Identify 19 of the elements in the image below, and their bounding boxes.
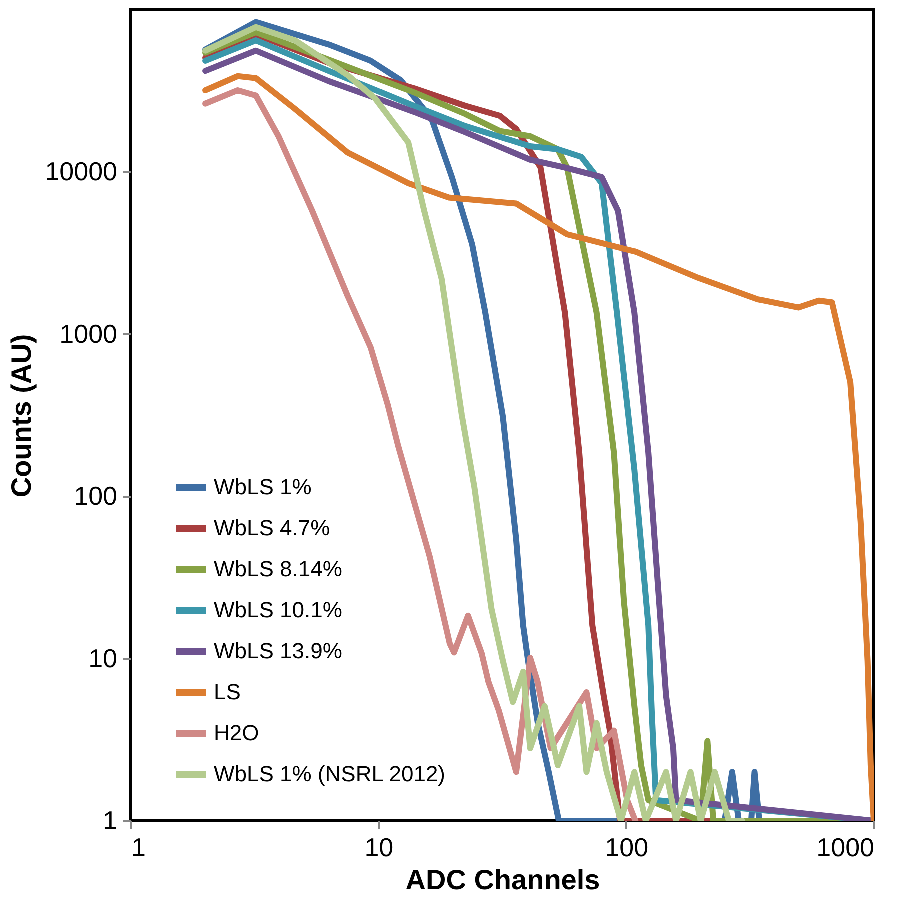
y-tick-label: 1000 [60, 318, 118, 349]
x-tick-label: 1000 [816, 832, 874, 862]
y-tick-label: 10 [88, 643, 118, 674]
legend-label: WbLS 10.1% [214, 598, 342, 622]
y-axis-title: Counts (AU) [6, 334, 38, 498]
x-axis-title: ADC Channels [406, 864, 600, 896]
y-tick-label: 1 [103, 806, 118, 836]
legend-label: H2O [214, 720, 260, 746]
legend-label: WbLS 13.9% [214, 638, 342, 664]
legend-label: WbLS 1% (NSRL 2012) [214, 762, 446, 786]
y-tick-label: 10000 [45, 156, 118, 187]
legend-label: WbLS 4.7% [214, 516, 330, 540]
x-tick-label: 100 [605, 832, 649, 862]
x-tick-label: 10 [364, 832, 394, 862]
legend-label: WbLS 8.14% [214, 556, 342, 582]
x-tick-label: 1 [132, 832, 146, 862]
legend-label: LS [214, 680, 241, 704]
legend-label: WbLS 1% [214, 474, 312, 500]
y-tick-label: 100 [74, 481, 118, 512]
